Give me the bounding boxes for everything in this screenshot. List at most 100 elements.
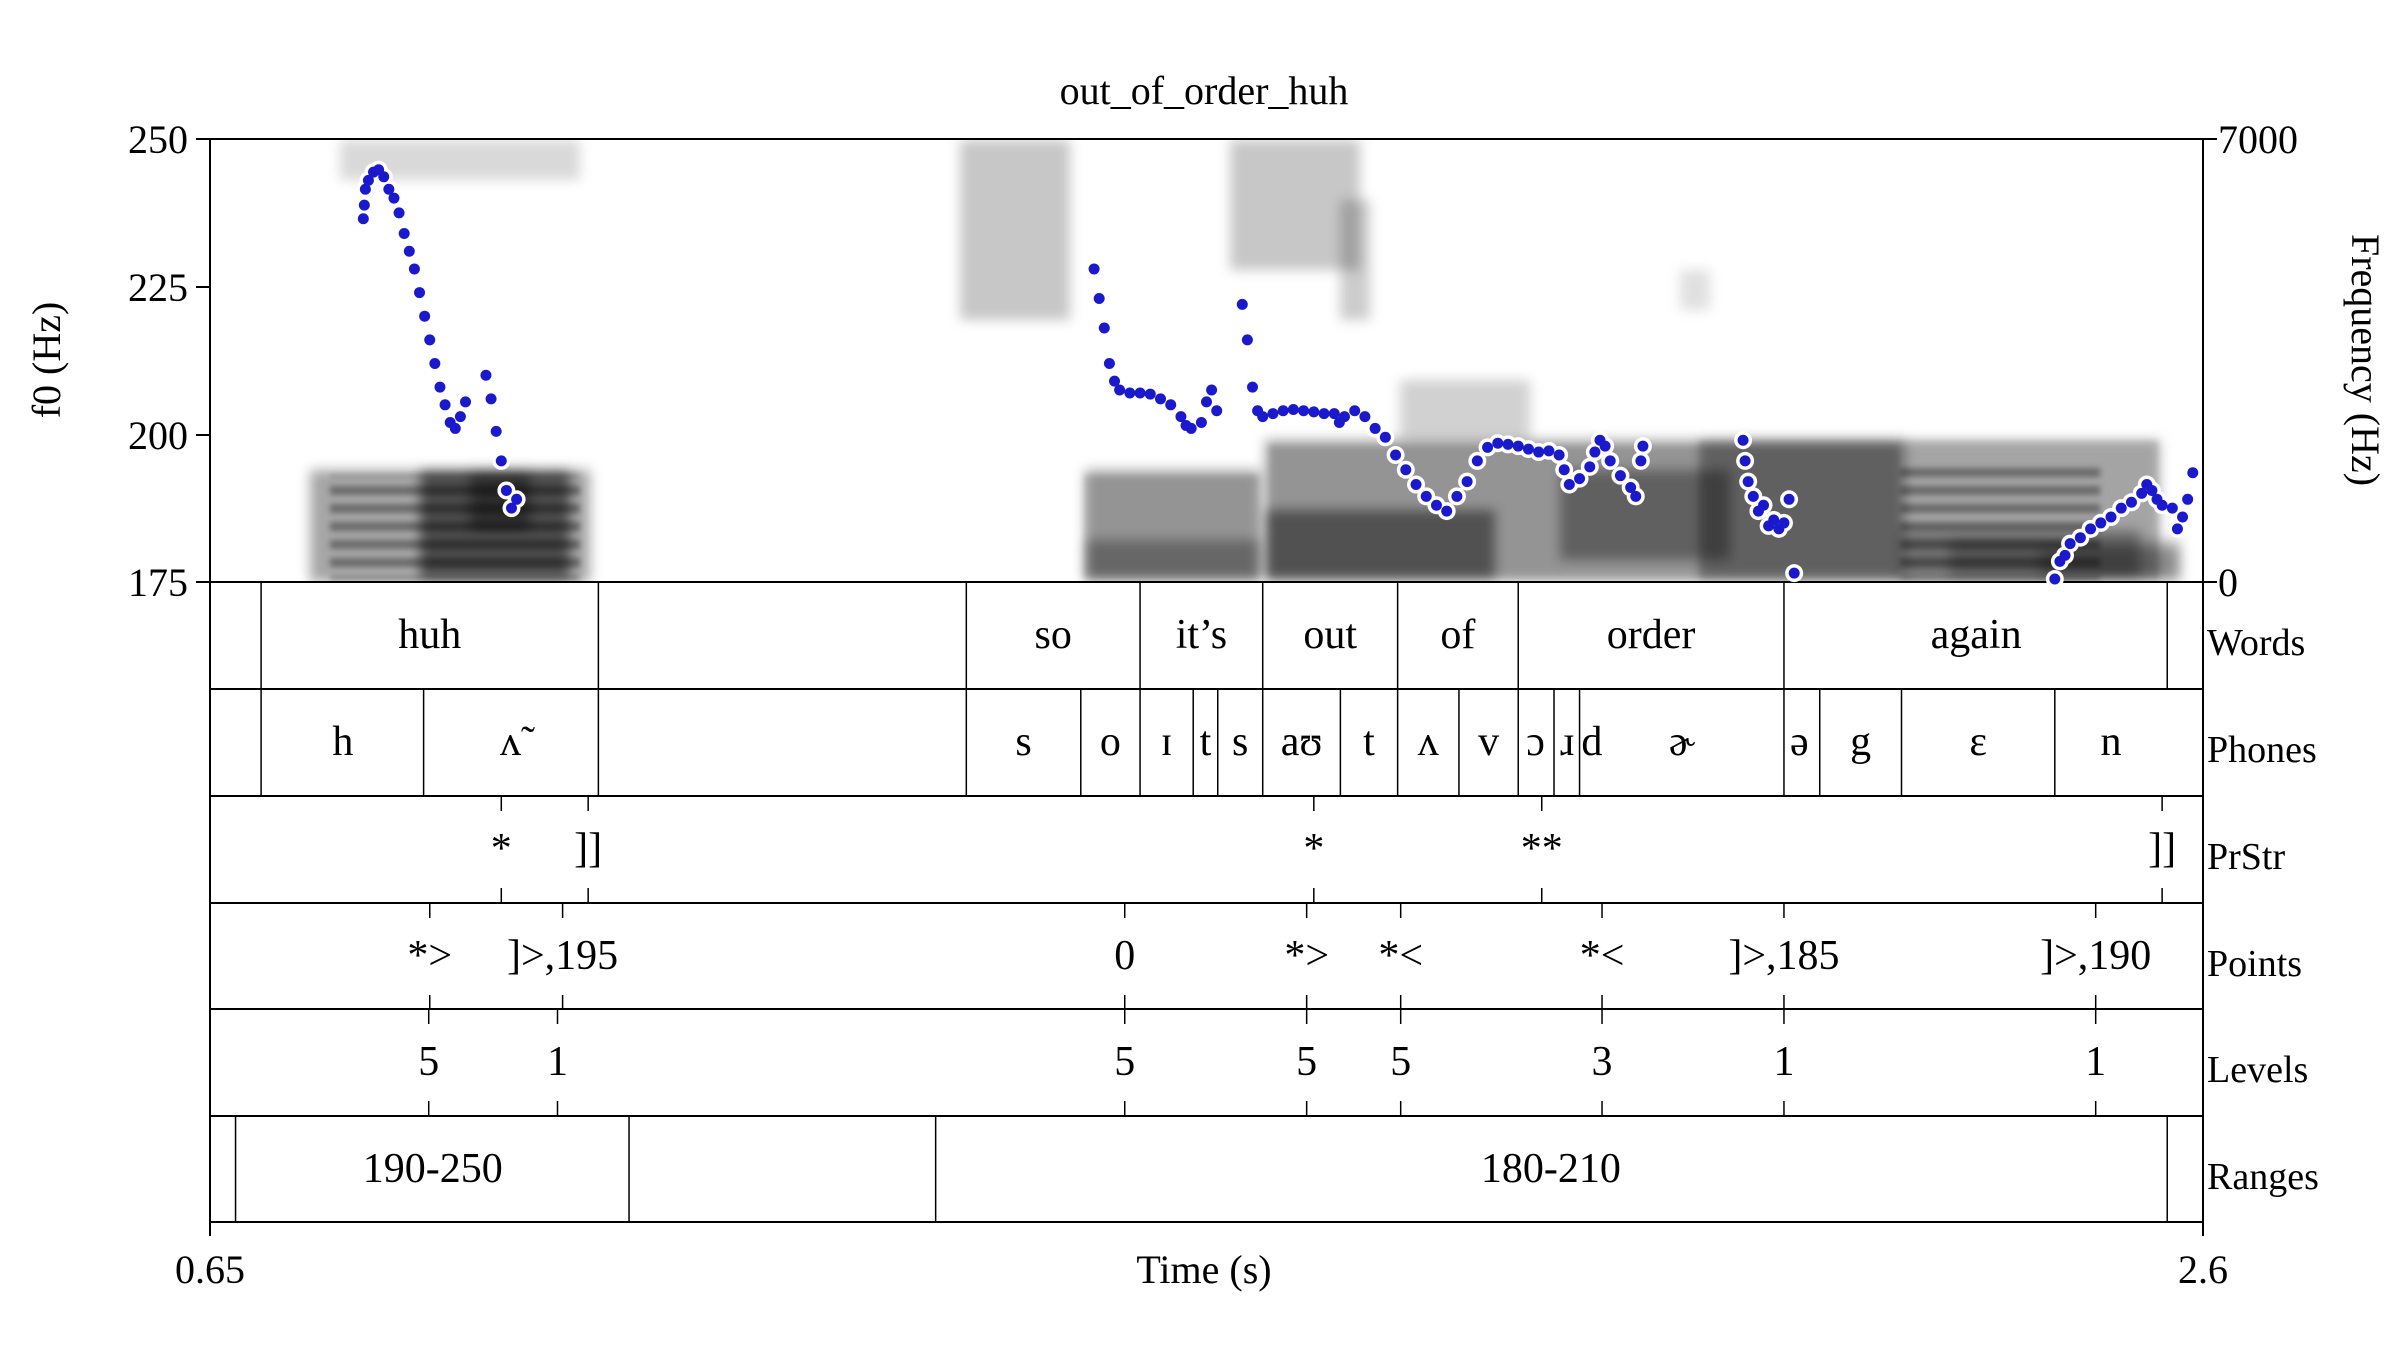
f0-point — [1522, 443, 1534, 455]
f0-point — [1553, 449, 1565, 461]
tier-separators — [210, 581, 2203, 1117]
interval-label: ɪ — [1161, 719, 1173, 765]
f0-point — [2166, 502, 2178, 514]
f0-point — [1349, 405, 1361, 417]
x-axis-label: Time (s) — [1136, 1247, 1271, 1292]
f0-point — [2136, 487, 2148, 499]
point-label: 1 — [1773, 1039, 1794, 1085]
f0-point — [480, 369, 492, 381]
x-tick-label: 0.65 — [175, 1247, 245, 1292]
point-label: 1 — [2085, 1039, 2106, 1085]
f0-point — [1267, 408, 1279, 420]
f0-point — [414, 287, 426, 299]
interval-label: ɛ — [1969, 719, 1987, 765]
interval-label: again — [1931, 612, 2022, 658]
tier-name-prstr: PrStr — [2207, 836, 2285, 878]
f0-point — [2177, 511, 2189, 523]
interval-label: ʌ̃ — [500, 719, 535, 765]
f0-point — [1589, 446, 1601, 458]
f0-point — [2187, 467, 2199, 479]
f0-point — [1103, 357, 1115, 369]
f0-point — [1492, 437, 1504, 449]
f0-point — [1328, 408, 1340, 420]
f0-point — [1211, 405, 1223, 417]
y-tick-label: 225 — [128, 265, 188, 310]
interval-label: so — [1035, 612, 1072, 658]
f0-point — [460, 396, 472, 408]
f0-point — [1277, 405, 1289, 417]
point-label: ]>,195 — [507, 933, 618, 979]
f0-point — [1124, 387, 1136, 399]
y-tick-label: 250 — [128, 117, 188, 162]
f0-point — [2059, 549, 2071, 561]
interval-label: order — [1607, 612, 1696, 658]
f0-point — [1599, 440, 1611, 452]
tier-ranges: 190-250 180-210 — [234, 1116, 2168, 1223]
interval-label: ə — [1790, 719, 1809, 765]
f0-point — [2105, 511, 2117, 523]
interval-label: n — [2101, 719, 2122, 765]
f0-point — [378, 171, 390, 183]
y-axis-right: 7000 0 — [2203, 117, 2298, 605]
f0-point — [1461, 476, 1473, 488]
f0-point — [1359, 411, 1371, 423]
point-label: 0 — [1114, 933, 1135, 979]
f0-point — [1257, 411, 1269, 423]
y-tick-label: 200 — [128, 413, 188, 458]
f0-point — [1318, 408, 1330, 420]
f0-point — [1246, 381, 1258, 393]
tier-levels: 5 1 5 5 5 3 1 1 — [418, 1009, 2106, 1116]
f0-point — [393, 207, 405, 219]
f0-point — [1482, 441, 1494, 453]
f0-point — [1400, 464, 1412, 476]
interval-label: 180-210 — [1481, 1146, 1621, 1192]
f0-point — [1338, 411, 1350, 423]
interval-label: o — [1100, 719, 1121, 765]
point-label: * — [1303, 826, 1324, 872]
interval-label: ɹ — [1560, 719, 1574, 765]
f0-point — [2182, 493, 2194, 505]
f0-point — [1739, 455, 1751, 467]
f0-point — [1512, 440, 1524, 452]
point-label: *< — [1378, 933, 1423, 979]
f0-point — [1604, 455, 1616, 467]
interval-label: ɚ — [1669, 719, 1696, 765]
interval-label: h — [332, 719, 353, 765]
point-label: 5 — [1390, 1039, 1411, 1085]
f0-point — [2085, 523, 2097, 535]
f0-point — [1241, 334, 1253, 346]
point-label: 5 — [1114, 1039, 1135, 1085]
f0-point — [358, 199, 370, 211]
f0-point — [1451, 490, 1463, 502]
y-tick-label: 175 — [128, 560, 188, 605]
f0-point — [1533, 446, 1545, 458]
f0-point — [1088, 263, 1100, 275]
f0-point — [1502, 438, 1514, 450]
f0-point — [1471, 455, 1483, 467]
point-label: 3 — [1592, 1039, 1613, 1085]
f0-point — [485, 393, 497, 405]
f0-point — [1788, 567, 1800, 579]
point-label: 5 — [418, 1039, 439, 1085]
f0-point — [383, 183, 395, 195]
interval-label: d — [1581, 719, 1602, 765]
f0-point — [357, 213, 369, 225]
f0-point — [490, 425, 502, 437]
f0-contour — [354, 160, 2202, 589]
point-label: *> — [1284, 933, 1329, 979]
f0-point — [1430, 499, 1442, 511]
f0-point — [1195, 417, 1207, 429]
tier-name-phones: Phones — [2207, 729, 2317, 771]
plot-frame — [209, 138, 2204, 1223]
f0-point — [500, 484, 512, 496]
f0-point — [2074, 532, 2086, 544]
tier-points: *>]>,195 0 *> *< *<]>,185]>,190 — [407, 903, 2151, 1010]
point-label: 1 — [547, 1039, 568, 1085]
f0-point — [1175, 411, 1187, 423]
interval-label: of — [1440, 612, 1475, 658]
tier-phones: h ʌ̃ s o ɪ t s aʊ t ʌ v ɔ ɹ d ɚ ə g ɛ n — [260, 689, 2122, 796]
f0-point — [1420, 490, 1432, 502]
f0-point — [1758, 499, 1770, 511]
